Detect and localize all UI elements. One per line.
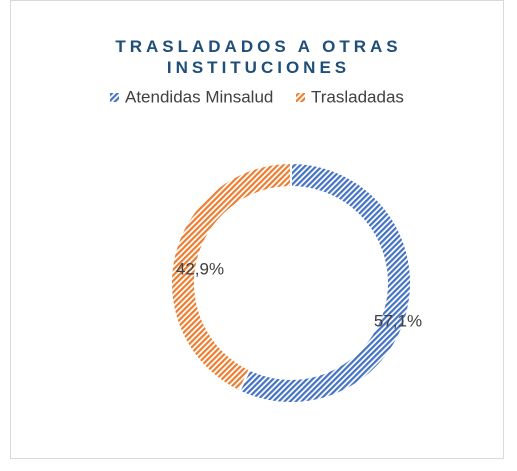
legend-swatch <box>296 93 305 102</box>
legend-label: Atendidas Minsalud <box>125 87 273 106</box>
legend-swatch <box>110 93 119 102</box>
donut-slice <box>237 161 412 404</box>
data-label: 42,9% <box>176 259 224 278</box>
legend-label: Trasladadas <box>311 87 404 106</box>
chart-title: TRASLADADOS A OTRAS INSTITUCIONES <box>115 37 402 77</box>
donut-slice <box>170 161 292 393</box>
data-label: 57,1% <box>374 311 422 330</box>
chart-frame <box>10 0 504 459</box>
